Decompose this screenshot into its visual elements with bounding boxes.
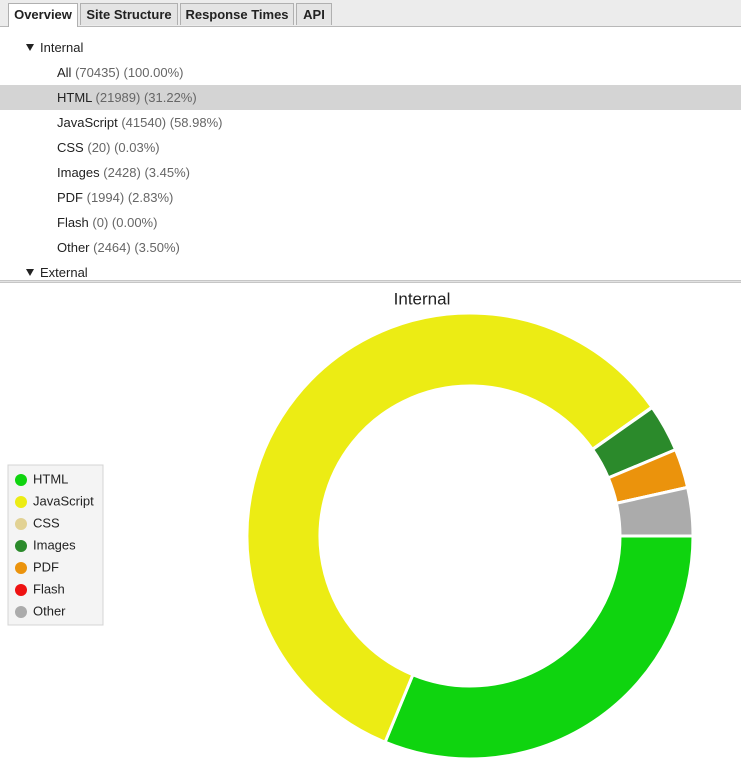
tree-group[interactable]: Internal bbox=[0, 35, 741, 60]
tree-row[interactable]: HTML (21989) (31.22%) bbox=[0, 85, 741, 110]
legend-marker bbox=[15, 584, 27, 596]
legend-label: CSS bbox=[33, 515, 60, 530]
item-name: HTML bbox=[57, 90, 92, 105]
tree-row[interactable]: Flash (0) (0.00%) bbox=[0, 210, 741, 235]
donut-slice bbox=[245, 311, 655, 745]
tree-row[interactable]: SEO Elements bbox=[0, 27, 741, 35]
tree-row[interactable]: All (70435) (100.00%) bbox=[0, 60, 741, 85]
item-name: JavaScript bbox=[57, 115, 118, 130]
legend-label: Other bbox=[33, 603, 66, 618]
tab[interactable]: Response Times bbox=[180, 3, 294, 25]
tree-row[interactable]: Other (2464) (3.50%) bbox=[0, 235, 741, 260]
tree-row[interactable]: JavaScript (41540) (58.98%) bbox=[0, 110, 741, 135]
legend-label: PDF bbox=[33, 559, 59, 574]
tree-view: SEO Elements Internal All (70435) (100.00%… bbox=[0, 27, 741, 280]
item-name: Flash bbox=[57, 215, 89, 230]
item-detail: (20) (0.03%) bbox=[87, 140, 160, 155]
item-name: Images bbox=[57, 165, 100, 180]
legend-marker bbox=[15, 518, 27, 530]
expand-arrow[interactable] bbox=[26, 269, 34, 276]
legend-marker bbox=[15, 474, 27, 486]
item-detail: (0) (0.00%) bbox=[92, 215, 158, 230]
expand-arrow[interactable] bbox=[26, 44, 34, 51]
donut-slice bbox=[383, 534, 695, 761]
legend-label: Images bbox=[33, 537, 76, 552]
tab-bar: Overview Site Structure Response Times API bbox=[0, 0, 741, 27]
item-detail: (70435) (100.00%) bbox=[75, 65, 184, 80]
tree-label: Internal bbox=[40, 40, 84, 55]
item-name: Other bbox=[57, 240, 90, 255]
chart-title: Internal bbox=[394, 289, 451, 308]
item-detail: (2464) (3.50%) bbox=[93, 240, 180, 255]
legend-label: JavaScript bbox=[33, 493, 94, 508]
item-detail: (2428) (3.45%) bbox=[103, 165, 190, 180]
chart: Internal HTML JavaScript CSS Images PDF Flash O… bbox=[7, 289, 695, 761]
legend-marker bbox=[15, 606, 27, 618]
legend-label: HTML bbox=[33, 471, 68, 486]
tree-row[interactable]: Images (2428) (3.45%) bbox=[0, 160, 741, 185]
legend-marker bbox=[15, 540, 27, 552]
item-name: All bbox=[57, 65, 72, 80]
tree-label: SEO Elements bbox=[40, 27, 125, 30]
donut-slice bbox=[614, 485, 695, 538]
tab[interactable]: Overview bbox=[8, 3, 78, 27]
item-detail: (1994) (2.83%) bbox=[86, 190, 174, 205]
tree-label: External bbox=[40, 265, 88, 280]
item-detail: (21989) (31.22%) bbox=[95, 90, 197, 105]
tab[interactable]: API bbox=[296, 3, 332, 25]
item-name: CSS bbox=[57, 140, 84, 155]
item-detail: (41540) (58.98%) bbox=[121, 115, 223, 130]
tree-row[interactable]: PDF (1994) (2.83%) bbox=[0, 185, 741, 210]
item-name: PDF bbox=[57, 190, 83, 205]
legend-label: Flash bbox=[33, 581, 65, 596]
tree-row[interactable]: CSS (20) (0.03%) bbox=[0, 135, 741, 160]
tree-group[interactable]: External bbox=[0, 260, 741, 280]
splitter bbox=[0, 280, 741, 283]
tab[interactable]: Site Structure bbox=[80, 3, 178, 25]
legend-marker bbox=[15, 562, 27, 574]
legend-marker bbox=[15, 496, 27, 508]
